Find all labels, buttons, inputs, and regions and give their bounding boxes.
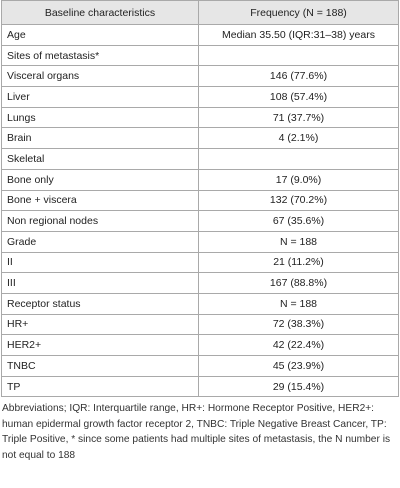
label-cell: III (1, 272, 199, 294)
table-row: TP 29 (15.4%) (1, 375, 399, 398)
value-cell: 67 (35.6%) (198, 210, 399, 232)
table-row: Liver 108 (57.4%) (1, 86, 399, 108)
value-cell: N = 188 (198, 292, 399, 315)
value-cell (198, 44, 399, 67)
table-row: Non regional nodes 67 (35.6%) (1, 210, 399, 232)
table-row: Grade N = 188 (1, 230, 399, 253)
value-cell: Median 35.50 (IQR:31–38) years (198, 24, 399, 46)
table: Baseline characteristics Frequency (N = … (1, 0, 399, 398)
label-cell: TP (1, 375, 199, 398)
value-cell: 45 (23.9%) (198, 355, 399, 377)
label-cell: Lungs (1, 106, 199, 129)
label-cell: Bone + viscera (1, 189, 199, 212)
table-row: Skeletal (1, 148, 399, 170)
label-cell: Non regional nodes (1, 210, 199, 232)
table-row: HR+ 72 (38.3%) (1, 313, 399, 336)
value-cell: 21 (11.2%) (198, 251, 399, 274)
value-cell: 17 (9.0%) (198, 168, 399, 191)
header-cell: Baseline characteristics (1, 0, 199, 25)
table-row: Bone only 17 (9.0%) (1, 168, 399, 191)
header-cell: Frequency (N = 188) (198, 0, 399, 25)
table-row: Bone + viscera 132 (70.2%) (1, 189, 399, 212)
label-cell: TNBC (1, 355, 199, 377)
value-cell: 72 (38.3%) (198, 313, 399, 336)
value-cell: 71 (37.7%) (198, 106, 399, 129)
label-cell: Age (1, 24, 199, 46)
header-row: Baseline characteristics Frequency (N = … (1, 0, 399, 25)
value-cell: 42 (22.4%) (198, 334, 399, 356)
label-cell: Receptor status (1, 292, 199, 315)
value-cell (198, 148, 399, 170)
label-cell: Sites of metastasis* (1, 44, 199, 67)
table-row: Sites of metastasis* (1, 44, 399, 67)
value-cell: 167 (88.8%) (198, 272, 399, 294)
table-row: Receptor status N = 188 (1, 292, 399, 315)
label-cell: HER2+ (1, 334, 199, 356)
label-cell: Skeletal (1, 148, 199, 170)
table-row: Lungs 71 (37.7%) (1, 106, 399, 129)
table-row: TNBC 45 (23.9%) (1, 355, 399, 377)
label-cell: Liver (1, 86, 199, 108)
label-cell: Visceral organs (1, 65, 199, 88)
label-cell: HR+ (1, 313, 199, 336)
value-cell: 132 (70.2%) (198, 189, 399, 212)
label-cell: II (1, 251, 199, 274)
value-cell: 4 (2.1%) (198, 127, 399, 150)
value-cell: N = 188 (198, 230, 399, 253)
table-body: Age Median 35.50 (IQR:31–38) years Sites o… (1, 24, 399, 398)
label-cell: Grade (1, 230, 199, 253)
table-row: HER2+ 42 (22.4%) (1, 334, 399, 356)
label-cell: Bone only (1, 168, 199, 191)
table-row: Brain 4 (2.1%) (1, 127, 399, 150)
table-row: Age Median 35.50 (IQR:31–38) years (1, 24, 399, 46)
value-cell: 108 (57.4%) (198, 86, 399, 108)
label-cell: Brain (1, 127, 199, 150)
value-cell: 29 (15.4%) (198, 375, 399, 398)
table-row: II 21 (11.2%) (1, 251, 399, 274)
table-row: Visceral organs 146 (77.6%) (1, 65, 399, 88)
value-cell: 146 (77.6%) (198, 65, 399, 88)
table-row: III 167 (88.8%) (1, 272, 399, 294)
footnote: Abbreviations; IQR: Interquartile range,… (2, 403, 391, 461)
